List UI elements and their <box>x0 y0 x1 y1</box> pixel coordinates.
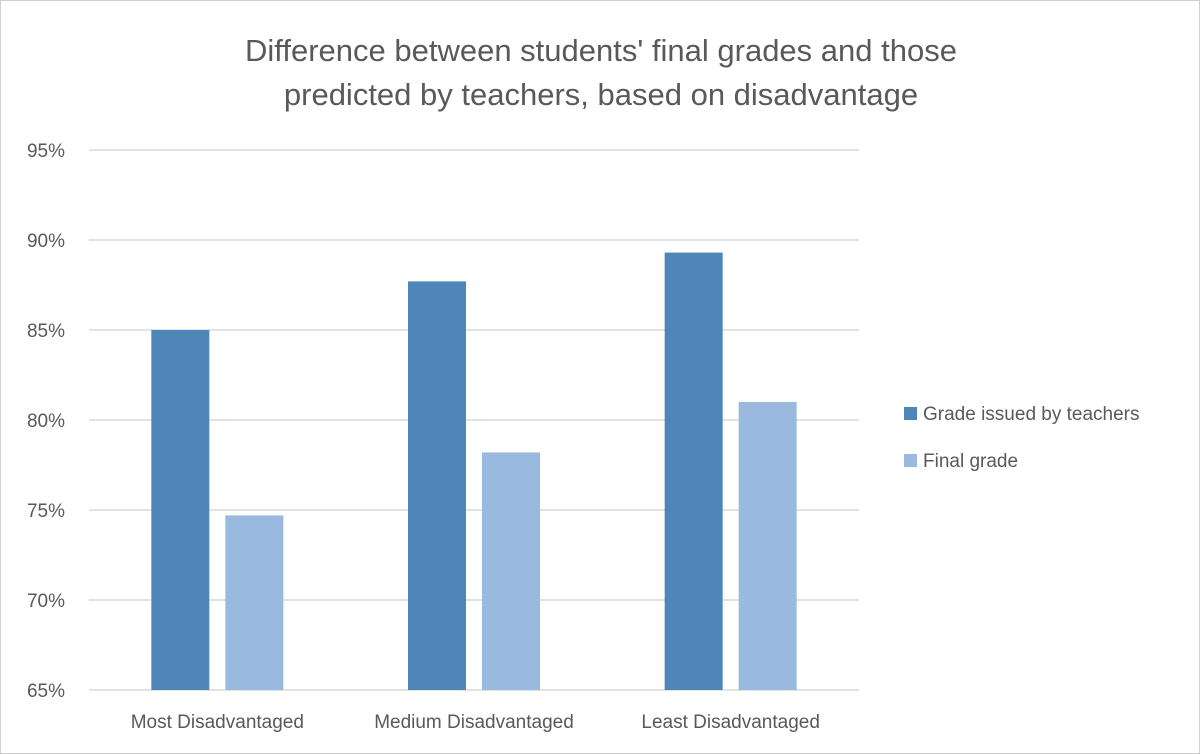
legend-swatch <box>904 407 917 420</box>
legend-label: Final grade <box>923 451 1018 472</box>
y-tick-label: 95% <box>27 141 65 162</box>
bar-teacher-grade <box>664 252 723 690</box>
bar-teacher-grade <box>408 281 466 690</box>
legend-label: Grade issued by teachers <box>923 404 1140 425</box>
chart-title-line-1: Difference between students' final grade… <box>245 33 957 68</box>
bar-final-grade <box>225 515 284 690</box>
y-tick-label: 70% <box>27 591 65 612</box>
y-tick-label: 90% <box>27 231 65 252</box>
x-category-label: Least Disadvantaged <box>641 712 820 733</box>
chart-title: Difference between students' final grade… <box>1 29 1200 117</box>
y-tick-label: 75% <box>27 501 65 522</box>
legend-swatch <box>904 454 917 467</box>
bar-final-grade <box>738 402 797 690</box>
chart-title-line-2: predicted by teachers, based on disadvan… <box>283 77 919 112</box>
y-tick-label: 80% <box>27 411 65 432</box>
y-tick-label: 85% <box>27 321 65 342</box>
x-category-label: Most Disadvantaged <box>131 712 304 733</box>
bar-final-grade <box>482 452 540 690</box>
x-category-label: Medium Disadvantaged <box>374 712 574 733</box>
y-tick-label: 65% <box>27 681 65 702</box>
bar-teacher-grade <box>151 330 210 690</box>
